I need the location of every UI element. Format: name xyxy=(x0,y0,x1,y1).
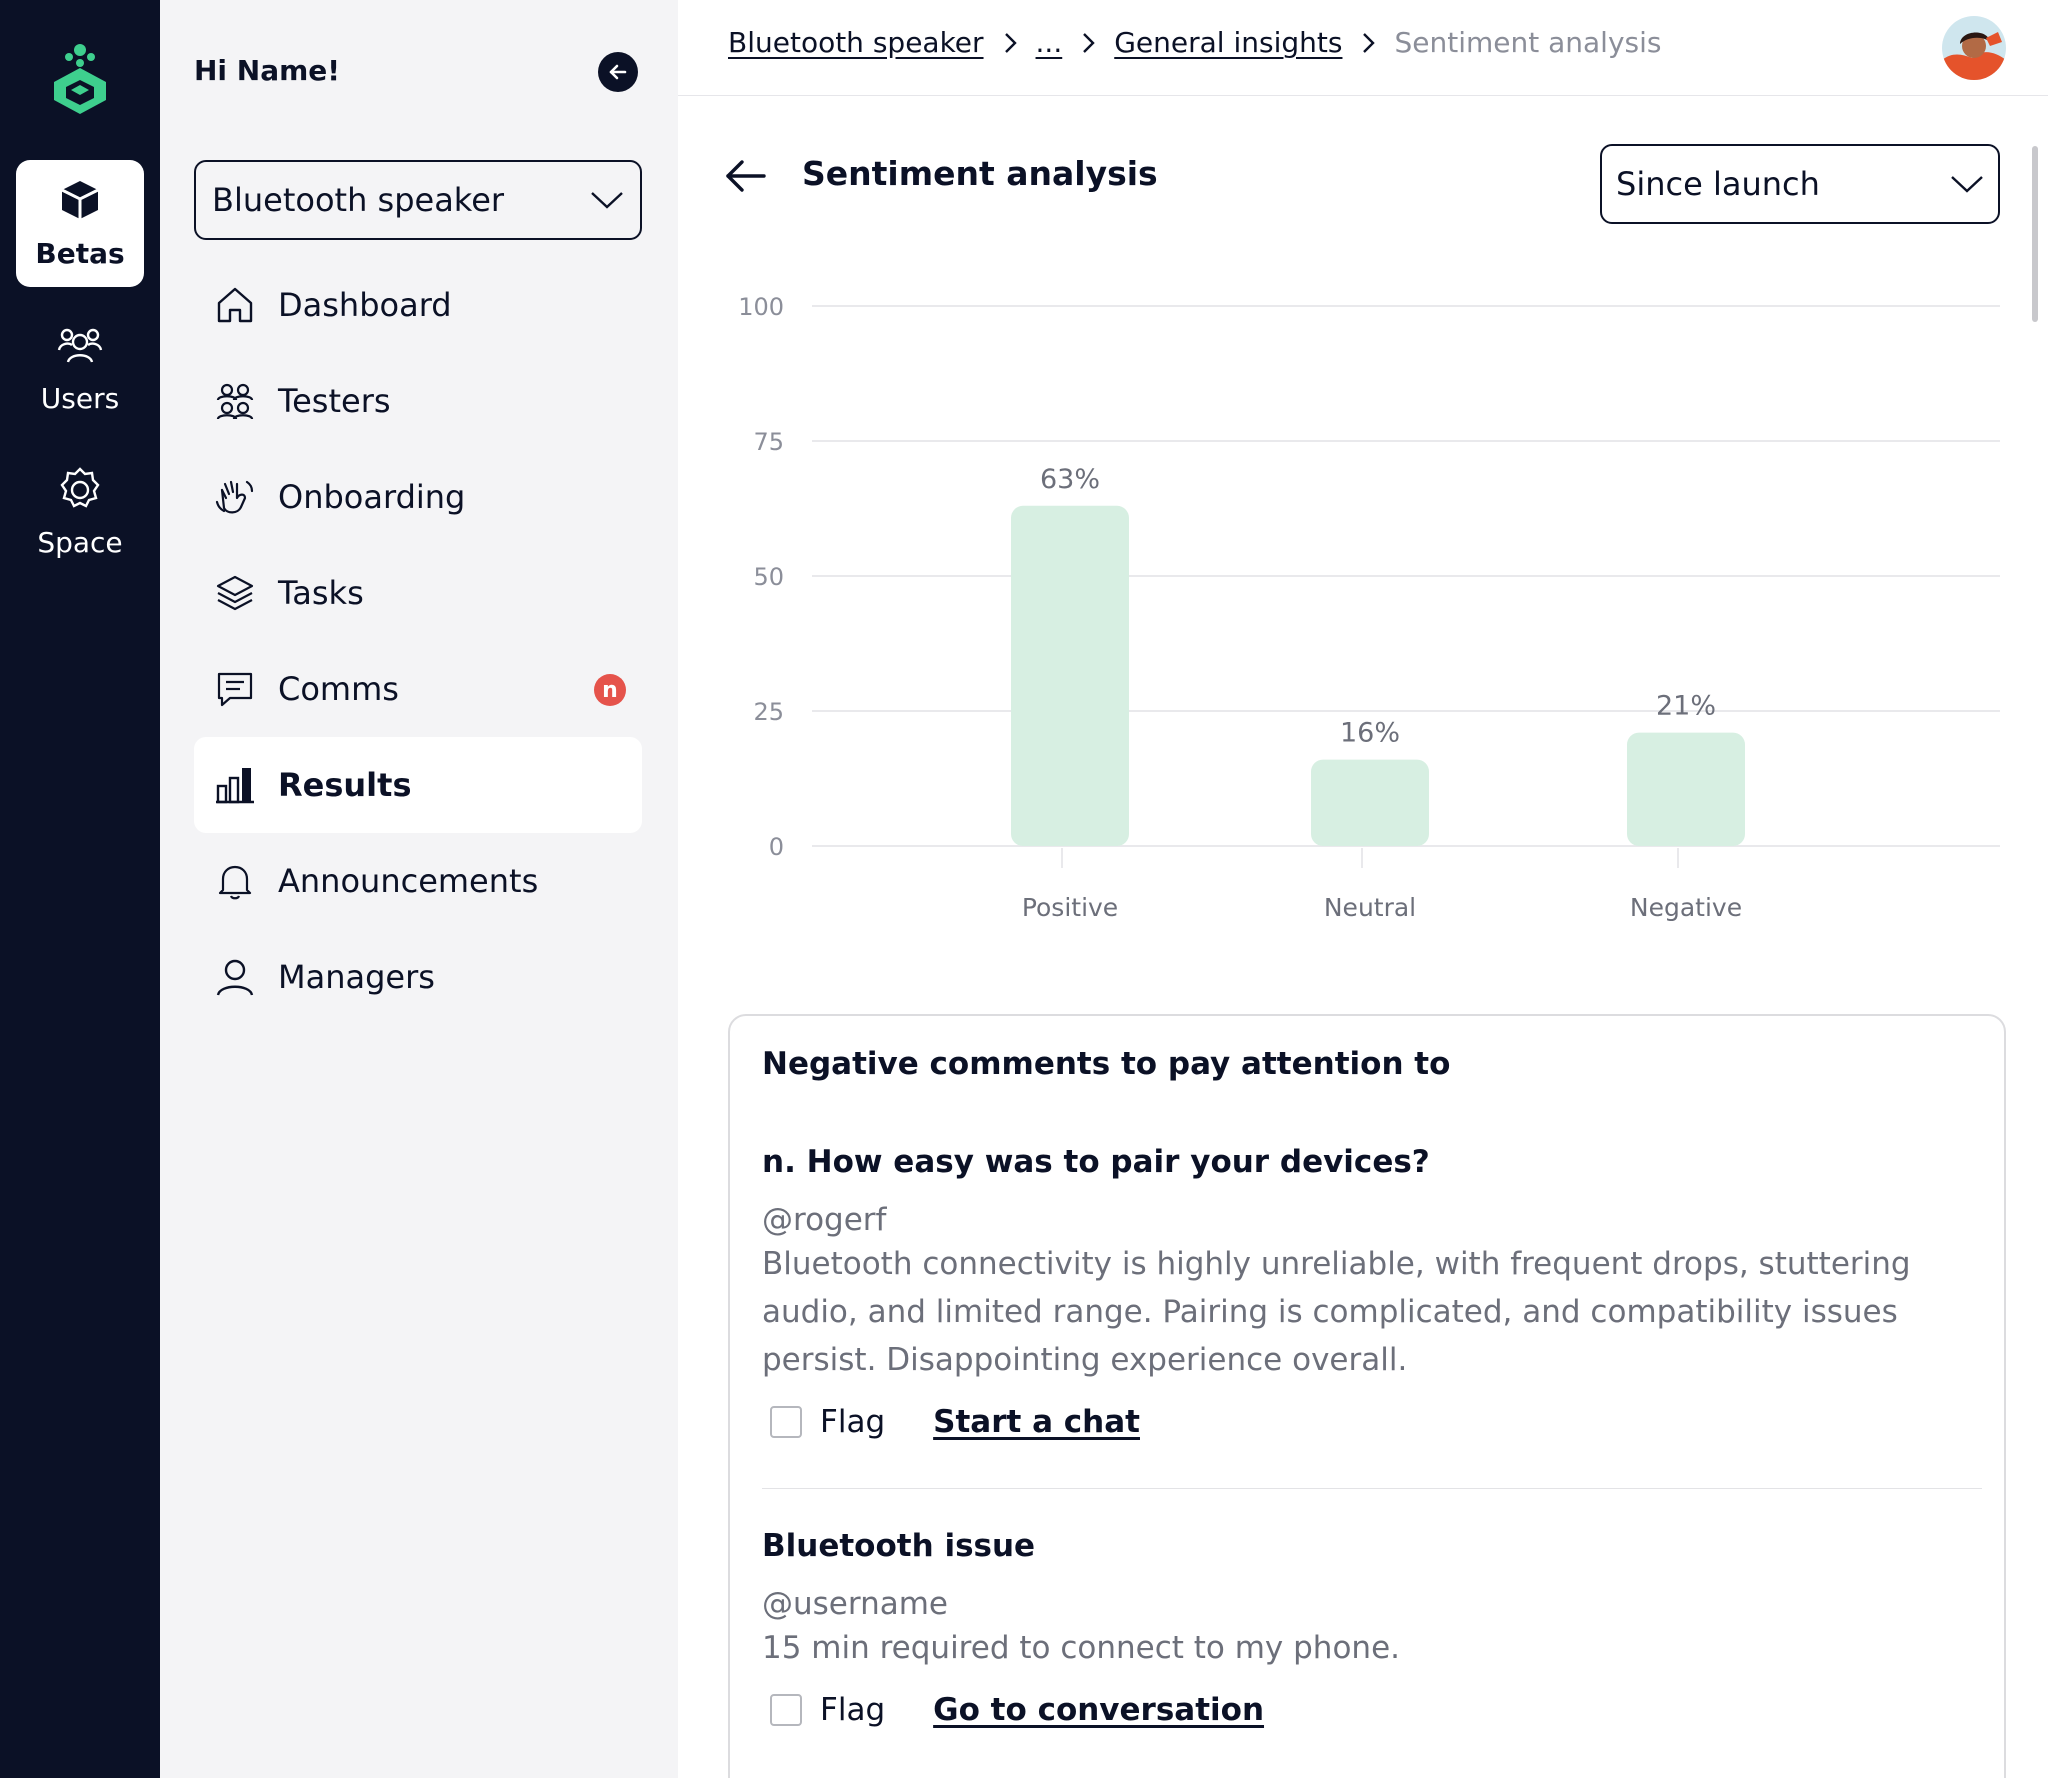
bar-negative xyxy=(1627,732,1745,846)
y-tick-label: 50 xyxy=(753,563,784,591)
users-icon xyxy=(57,328,103,363)
rail-item-label: Users xyxy=(40,382,120,415)
sidebar-item-label: Testers xyxy=(278,382,391,420)
comment-actions: Flag Go to conversation xyxy=(762,1692,1982,1728)
collapse-sidebar-button[interactable] xyxy=(598,52,638,92)
bell-icon xyxy=(218,865,252,900)
rail-item-label: Space xyxy=(37,526,123,559)
breadcrumb-link-general-insights[interactable]: General insights xyxy=(1114,26,1343,59)
gear-icon xyxy=(60,467,100,508)
app-logo-icon[interactable] xyxy=(50,42,110,114)
sidebar: Hi Name! Bluetooth speaker Dashboard Tes… xyxy=(160,0,678,1778)
sidebar-item-announcements[interactable]: Announcements xyxy=(194,833,642,929)
back-arrow-icon[interactable] xyxy=(722,152,770,200)
breadcrumb-link-project[interactable]: Bluetooth speaker xyxy=(728,26,984,59)
app-rail: Betas Users Space xyxy=(0,0,160,1778)
card-title: Negative comments to pay attention to xyxy=(762,1046,1451,1082)
divider xyxy=(762,1488,1982,1489)
period-select[interactable]: Since launch xyxy=(1600,144,2000,224)
sidebar-item-results[interactable]: Results xyxy=(194,737,642,833)
home-icon xyxy=(217,287,253,323)
testers-icon xyxy=(216,383,254,420)
y-tick-label: 75 xyxy=(753,428,784,456)
data-label: 63% xyxy=(1040,464,1100,495)
comment-item: Bluetooth issue @username 15 min require… xyxy=(762,1528,1982,1728)
cube-icon xyxy=(61,181,99,219)
data-label: 21% xyxy=(1656,691,1716,722)
sidebar-nav: Dashboard Testers Onboarding xyxy=(194,257,642,1025)
bar-positive xyxy=(1011,505,1129,846)
chevron-right-icon xyxy=(1083,32,1095,53)
period-select-value: Since launch xyxy=(1616,165,1820,203)
sentiment-bar-chart: 0 25 50 75 100 63% Positive 16% Neutral 21% Negati… xyxy=(738,293,2000,922)
sidebar-item-label: Tasks xyxy=(278,574,364,612)
page-title: Sentiment analysis xyxy=(802,154,1158,193)
comment-title: n. How easy was to pair your devices? xyxy=(762,1144,1430,1180)
comment-body: 15 min required to connect to my phone. xyxy=(762,1630,1400,1666)
rail-item-betas[interactable]: Betas xyxy=(16,160,144,287)
bar-chart-icon xyxy=(216,768,254,804)
sidebar-item-testers[interactable]: Testers xyxy=(194,353,642,449)
project-select-value: Bluetooth speaker xyxy=(212,181,505,219)
flag-label: Flag xyxy=(820,1692,886,1728)
negative-comments-card: Negative comments to pay attention to n.… xyxy=(728,1014,2006,1778)
sidebar-item-onboarding[interactable]: Onboarding xyxy=(194,449,642,545)
y-tick-label: 25 xyxy=(753,698,784,726)
comment-item: n. How easy was to pair your devices? @r… xyxy=(762,1144,1982,1440)
sidebar-item-label: Managers xyxy=(278,958,435,996)
comment-username: @rogerf xyxy=(762,1202,887,1238)
layers-icon xyxy=(216,575,254,611)
breadcrumb-link-ellipsis[interactable]: ... xyxy=(1035,26,1063,59)
bar-neutral xyxy=(1311,759,1429,846)
sidebar-item-label: Results xyxy=(278,766,412,804)
breadcrumb-current: Sentiment analysis xyxy=(1394,26,1662,59)
x-tick-label: Negative xyxy=(1630,893,1742,922)
x-tick-label: Positive xyxy=(1022,893,1118,922)
y-tick-label: 100 xyxy=(738,293,784,321)
comment-body: Bluetooth connectivity is highly unrelia… xyxy=(762,1246,1911,1378)
chevron-down-icon xyxy=(591,192,623,209)
sidebar-item-managers[interactable]: Managers xyxy=(194,929,642,1025)
comment-title: Bluetooth issue xyxy=(762,1528,1036,1564)
rail-item-space[interactable]: Space xyxy=(16,449,144,576)
sidebar-item-tasks[interactable]: Tasks xyxy=(194,545,642,641)
sidebar-item-label: Onboarding xyxy=(278,478,466,516)
go-to-conversation-link[interactable]: Go to conversation xyxy=(933,1692,1265,1728)
sidebar-item-comms[interactable]: Comms n xyxy=(194,641,642,737)
avatar[interactable] xyxy=(1942,16,2006,80)
sidebar-item-dashboard[interactable]: Dashboard xyxy=(194,257,642,353)
y-tick-label: 0 xyxy=(769,833,784,861)
chat-icon xyxy=(217,672,253,707)
flag-checkbox[interactable] xyxy=(770,1406,802,1438)
start-chat-link[interactable]: Start a chat xyxy=(933,1404,1140,1440)
rail-item-users[interactable]: Users xyxy=(16,305,144,432)
flag-checkbox[interactable] xyxy=(770,1694,802,1726)
wave-hand-icon xyxy=(215,480,254,514)
top-bar: Bluetooth speaker ... General insights S… xyxy=(678,0,2048,96)
greeting: Hi Name! xyxy=(194,54,341,87)
sidebar-item-label: Announcements xyxy=(278,862,539,900)
data-label: 16% xyxy=(1340,718,1400,749)
comment-username: @username xyxy=(762,1586,948,1622)
project-select[interactable]: Bluetooth speaker xyxy=(194,160,642,240)
arrow-left-icon xyxy=(609,64,627,80)
scrollbar-thumb[interactable] xyxy=(2032,146,2038,322)
x-tick-label: Neutral xyxy=(1324,893,1416,922)
notification-badge: n xyxy=(594,674,626,706)
rail-item-label: Betas xyxy=(35,237,125,270)
chevron-right-icon xyxy=(1004,32,1017,53)
sidebar-item-label: Comms xyxy=(278,670,399,708)
chevron-right-icon xyxy=(1363,32,1376,53)
comment-actions: Flag Start a chat xyxy=(762,1404,1982,1440)
sidebar-item-label: Dashboard xyxy=(278,286,452,324)
user-icon xyxy=(216,959,254,996)
flag-label: Flag xyxy=(820,1404,886,1440)
breadcrumb: Bluetooth speaker ... General insights S… xyxy=(728,26,1661,59)
user-avatar-icon xyxy=(1942,16,2006,80)
chevron-down-icon xyxy=(1951,176,1983,193)
